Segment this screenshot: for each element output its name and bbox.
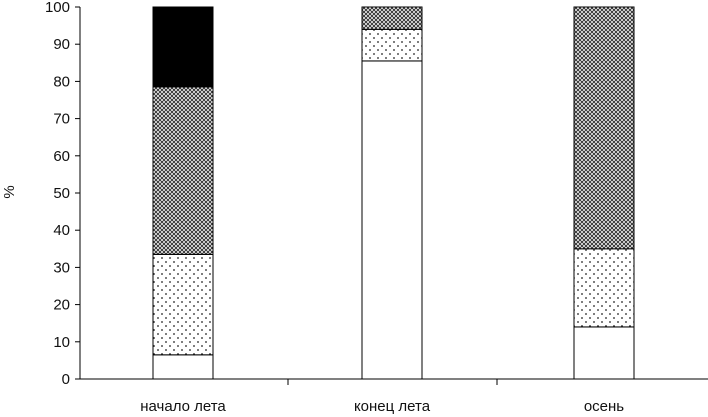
axes-layer: 0 10 20 30 40 50 60 70 80 90 100 начало лета конец л… [45, 0, 708, 415]
bars-layer [152, 6, 635, 380]
y-tick-label: 70 [53, 111, 70, 128]
y-tick-label: 60 [53, 148, 70, 165]
y-tick-label: 0 [62, 371, 70, 388]
y-tick-label: 100 [45, 0, 70, 16]
x-tick-label: начало лета [140, 398, 226, 415]
bar-segment-white-3 [573, 326, 635, 380]
y-tick-label: 50 [53, 185, 70, 202]
y-tick-label: 30 [53, 259, 70, 276]
bar-segment-crosshatch-1 [152, 86, 214, 255]
bar-segment-crosshatch-2 [361, 6, 423, 30]
bar-segment-black-1 [152, 6, 214, 88]
y-axis-label: % [1, 185, 18, 198]
x-tick-label: осень [584, 398, 624, 415]
y-tick-label: 90 [53, 36, 70, 53]
bar-segment-dotted-1 [152, 253, 214, 356]
bar-segment-white-2 [361, 60, 423, 380]
bar-segment-white-1 [152, 354, 214, 380]
y-tick-label: 10 [53, 334, 70, 351]
bar-segment-crosshatch-3 [573, 6, 635, 250]
bar-segment-dotted-3 [573, 248, 635, 328]
x-tick-label: конец лета [354, 398, 431, 415]
bar-segment-dotted-2 [361, 28, 423, 62]
y-tick-label: 40 [53, 222, 70, 239]
y-tick-label: 80 [53, 73, 70, 90]
y-tick-label: 20 [53, 297, 70, 314]
